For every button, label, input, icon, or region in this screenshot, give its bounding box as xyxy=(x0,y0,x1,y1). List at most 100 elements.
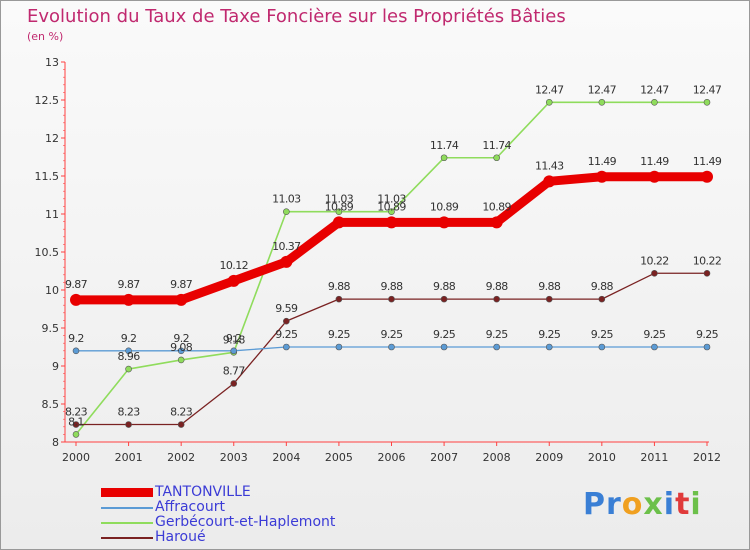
y-tick-label: 12 xyxy=(45,132,59,145)
data-point xyxy=(177,421,185,428)
logo-letter: t xyxy=(675,487,691,522)
legend-label: Haroué xyxy=(155,529,206,545)
x-tick-label: 2001 xyxy=(115,451,143,464)
data-point xyxy=(438,216,451,229)
legend-item: Haroué xyxy=(101,530,335,545)
data-point xyxy=(72,421,80,428)
data-label: 11.49 xyxy=(693,155,722,168)
data-label: 10.89 xyxy=(430,200,459,213)
data-label: 9.87 xyxy=(170,278,193,291)
y-tick-label: 10.5 xyxy=(35,246,60,259)
legend-swatch xyxy=(101,488,153,497)
x-tick-label: 2002 xyxy=(167,451,195,464)
data-label: 9.08 xyxy=(170,341,193,354)
data-label: 9.18 xyxy=(223,333,246,346)
data-point xyxy=(227,274,240,287)
legend-swatch xyxy=(101,506,153,509)
data-label: 9.25 xyxy=(591,328,614,341)
data-label: 12.47 xyxy=(640,83,669,96)
data-label: 10.22 xyxy=(640,254,669,267)
data-label: 9.2 xyxy=(121,332,137,345)
x-tick-label: 2003 xyxy=(220,451,248,464)
data-label: 8.1 xyxy=(68,415,84,428)
data-point xyxy=(598,98,606,106)
data-point xyxy=(70,293,82,306)
x-tick-label: 2012 xyxy=(693,451,721,464)
data-label: 9.25 xyxy=(380,328,403,341)
x-tick-label: 2009 xyxy=(535,451,563,464)
data-point xyxy=(545,98,553,106)
y-tick-label: 11.5 xyxy=(35,170,60,183)
data-label: 9.88 xyxy=(433,280,456,293)
data-label: 8.23 xyxy=(118,406,141,419)
logo-letter: o xyxy=(621,487,644,522)
data-point xyxy=(388,208,395,216)
legend-label: Gerbécourt-et-Haplemont xyxy=(155,514,336,530)
x-tick-label: 2008 xyxy=(483,451,511,464)
data-point xyxy=(651,343,658,351)
data-point xyxy=(703,269,711,277)
data-point xyxy=(648,170,661,183)
data-label: 9.59 xyxy=(275,302,298,315)
x-tick-label: 2005 xyxy=(325,451,353,464)
logo-letter: r xyxy=(606,487,622,522)
data-point xyxy=(283,343,290,351)
data-point xyxy=(177,347,185,355)
data-point xyxy=(385,216,398,229)
data-point xyxy=(598,343,606,351)
x-tick-label: 2004 xyxy=(272,451,300,464)
data-point xyxy=(335,343,343,351)
data-point xyxy=(543,175,556,188)
y-tick-label: 13 xyxy=(45,56,59,69)
data-label: 11.49 xyxy=(588,155,617,168)
data-point xyxy=(701,170,713,183)
data-label: 11.49 xyxy=(640,155,669,168)
proxiti-logo: Proxiti xyxy=(583,487,702,522)
data-point xyxy=(230,380,238,387)
legend-item: Gerbécourt-et-Haplemont xyxy=(101,515,335,530)
y-unit-label: (en %) xyxy=(27,30,64,43)
data-point xyxy=(175,293,188,306)
data-point xyxy=(388,295,395,303)
data-label: 9.25 xyxy=(275,328,298,341)
data-point xyxy=(651,269,658,277)
data-label: 8.23 xyxy=(65,406,88,419)
legend: TANTONVILLE Affracourt Gerbécourt-et-Hap… xyxy=(101,485,335,545)
data-label: 8.96 xyxy=(118,350,141,363)
data-label: 9.88 xyxy=(380,280,403,293)
data-label: 9.25 xyxy=(433,328,456,341)
data-label: 10.89 xyxy=(325,200,354,213)
data-label: 10.89 xyxy=(482,200,511,213)
legend-label: Affracourt xyxy=(155,499,225,515)
data-point xyxy=(72,431,80,438)
data-label: 9.2 xyxy=(226,332,242,345)
y-tick-label: 8 xyxy=(52,436,59,449)
legend-swatch xyxy=(101,521,153,524)
data-label: 9.88 xyxy=(328,280,351,293)
legend-swatch xyxy=(101,536,153,539)
logo-letter: P xyxy=(583,487,606,522)
data-label: 12.47 xyxy=(535,83,564,96)
data-label: 9.88 xyxy=(486,280,509,293)
data-label: 9.25 xyxy=(643,328,666,341)
data-label: 9.25 xyxy=(538,328,561,341)
chart-title: Evolution du Taux de Taxe Foncière sur l… xyxy=(27,6,566,27)
x-tick-label: 2006 xyxy=(378,451,406,464)
data-label: 11.03 xyxy=(377,193,406,206)
data-point xyxy=(440,343,448,351)
data-label: 11.74 xyxy=(482,139,511,152)
data-point xyxy=(335,295,343,303)
data-point xyxy=(125,365,132,373)
data-point xyxy=(493,154,500,162)
data-label: 10.12 xyxy=(220,259,249,272)
series-line-2 xyxy=(75,101,708,436)
data-point xyxy=(490,216,503,229)
y-tick-label: 11 xyxy=(45,208,59,221)
data-point xyxy=(598,295,606,303)
data-label: 11.74 xyxy=(430,139,459,152)
data-point xyxy=(122,293,135,306)
data-label: 9.88 xyxy=(591,280,614,293)
data-label: 11.03 xyxy=(272,193,301,206)
